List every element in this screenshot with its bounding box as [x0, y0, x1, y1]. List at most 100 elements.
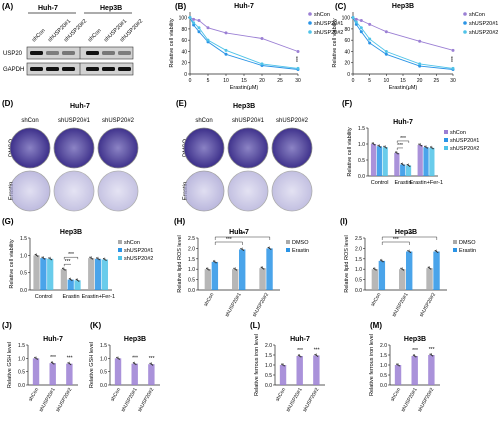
data-point	[414, 355, 416, 357]
data-point	[235, 269, 238, 271]
data-point	[205, 267, 208, 270]
data-point	[371, 142, 374, 144]
y-tick-label: 1.0	[358, 142, 365, 148]
x-tick-label: shUSP20#2	[55, 387, 74, 413]
x-tick-label: shUSP20#2	[417, 387, 436, 413]
x-tick-label: 15	[400, 78, 406, 84]
data-point	[61, 267, 64, 270]
data-point	[42, 257, 45, 259]
bar	[376, 146, 382, 176]
data-point	[396, 152, 398, 154]
bar	[232, 269, 239, 290]
sig-bracket	[396, 147, 403, 150]
chart-l: (L) Huh-7 0.0 0.5 1.0 1.5 2.0 Relative ferrous …	[250, 321, 325, 413]
bar	[279, 365, 287, 385]
bar	[94, 258, 102, 290]
chart-title: Hep3B	[60, 229, 82, 236]
data-point	[425, 146, 427, 148]
panel-d-title: Huh-7	[70, 103, 90, 110]
y-tick-label: 0	[184, 72, 187, 78]
x-tick-label: Erastin	[394, 180, 411, 186]
chart-title: Huh-7	[290, 336, 310, 343]
x-tick-label: shCon	[28, 387, 41, 403]
bar	[400, 164, 406, 176]
data-point	[117, 357, 119, 360]
bar	[47, 258, 54, 290]
x-tick-label: 0	[189, 78, 192, 84]
data-point	[283, 365, 285, 367]
colony-dish	[9, 127, 51, 169]
bar	[32, 358, 40, 385]
significance-label: ***	[226, 237, 232, 243]
chart-m: (M) Hep3B 0.0 0.5 1.0 1.5 2.0 Relative ferrous …	[369, 321, 440, 413]
data-point	[418, 62, 422, 66]
data-point	[41, 256, 43, 259]
band-label-gapdh: GAPDH	[3, 67, 24, 73]
series-line	[189, 17, 299, 69]
data-point	[394, 151, 397, 153]
colony-dish	[53, 127, 95, 169]
data-point	[97, 258, 99, 260]
data-point	[52, 362, 54, 364]
data-point	[401, 268, 403, 270]
legend-marker	[453, 240, 457, 244]
x-tick-label: 30	[295, 78, 301, 84]
data-point	[431, 147, 433, 149]
bar	[204, 269, 212, 290]
legend-marker	[453, 248, 457, 252]
y-tick-label: 1.0	[100, 356, 107, 362]
data-point	[368, 22, 372, 26]
significance-label: ***	[314, 347, 320, 353]
data-point	[50, 258, 53, 261]
data-point	[314, 353, 316, 356]
colony-dish	[97, 127, 139, 169]
data-point	[300, 356, 302, 358]
data-point	[118, 358, 120, 360]
legend-label: shCon	[469, 12, 485, 18]
data-point	[36, 358, 38, 360]
y-tick-label: 0.5	[358, 158, 365, 164]
data-point	[76, 279, 79, 281]
data-point	[116, 356, 118, 359]
significance-label: ***	[297, 348, 303, 354]
y-tick-label: 80	[181, 27, 187, 33]
panel-letter: (I)	[340, 217, 348, 226]
x-tick-label: shUSP20#1	[391, 292, 410, 318]
data-point	[359, 26, 363, 30]
bar	[417, 144, 423, 176]
chart-k: (K) Hep3B 0.0 0.5 1.0 1.5 Relative GSH level sh…	[89, 321, 160, 413]
sig-bracket	[214, 241, 243, 245]
data-point	[299, 355, 301, 357]
x-tick-label: shCon	[390, 387, 403, 403]
bar	[411, 356, 418, 385]
data-point	[71, 279, 73, 282]
y-tick-label: 0.0	[380, 383, 387, 389]
x-tick-label: Erastin+Fer-1	[82, 294, 115, 300]
legend-marker	[308, 30, 312, 34]
data-point	[215, 262, 217, 264]
data-point	[400, 162, 403, 165]
x-tick-label: 15	[241, 78, 247, 84]
x-tick-label: shUSP20#1	[38, 387, 57, 413]
chart-title: Huh-7	[393, 119, 413, 126]
legend-label: DMSO	[459, 240, 476, 246]
data-point	[281, 363, 283, 365]
legend-label: DMSO	[292, 240, 309, 246]
data-point	[359, 18, 363, 22]
data-point	[96, 257, 98, 259]
bar	[433, 251, 440, 290]
sig-bracket	[381, 241, 410, 245]
data-point	[78, 280, 80, 282]
data-point	[431, 355, 434, 357]
data-point	[240, 247, 242, 250]
data-point	[407, 164, 410, 167]
data-point	[260, 36, 264, 40]
y-tick-label: 0.0	[188, 288, 195, 294]
x-tick-label: 20	[259, 78, 265, 84]
data-point	[70, 278, 72, 281]
significance-label: ***	[296, 56, 302, 62]
dish-col-label: shUSP20#2	[276, 118, 309, 124]
x-tick-label: 25	[277, 78, 283, 84]
